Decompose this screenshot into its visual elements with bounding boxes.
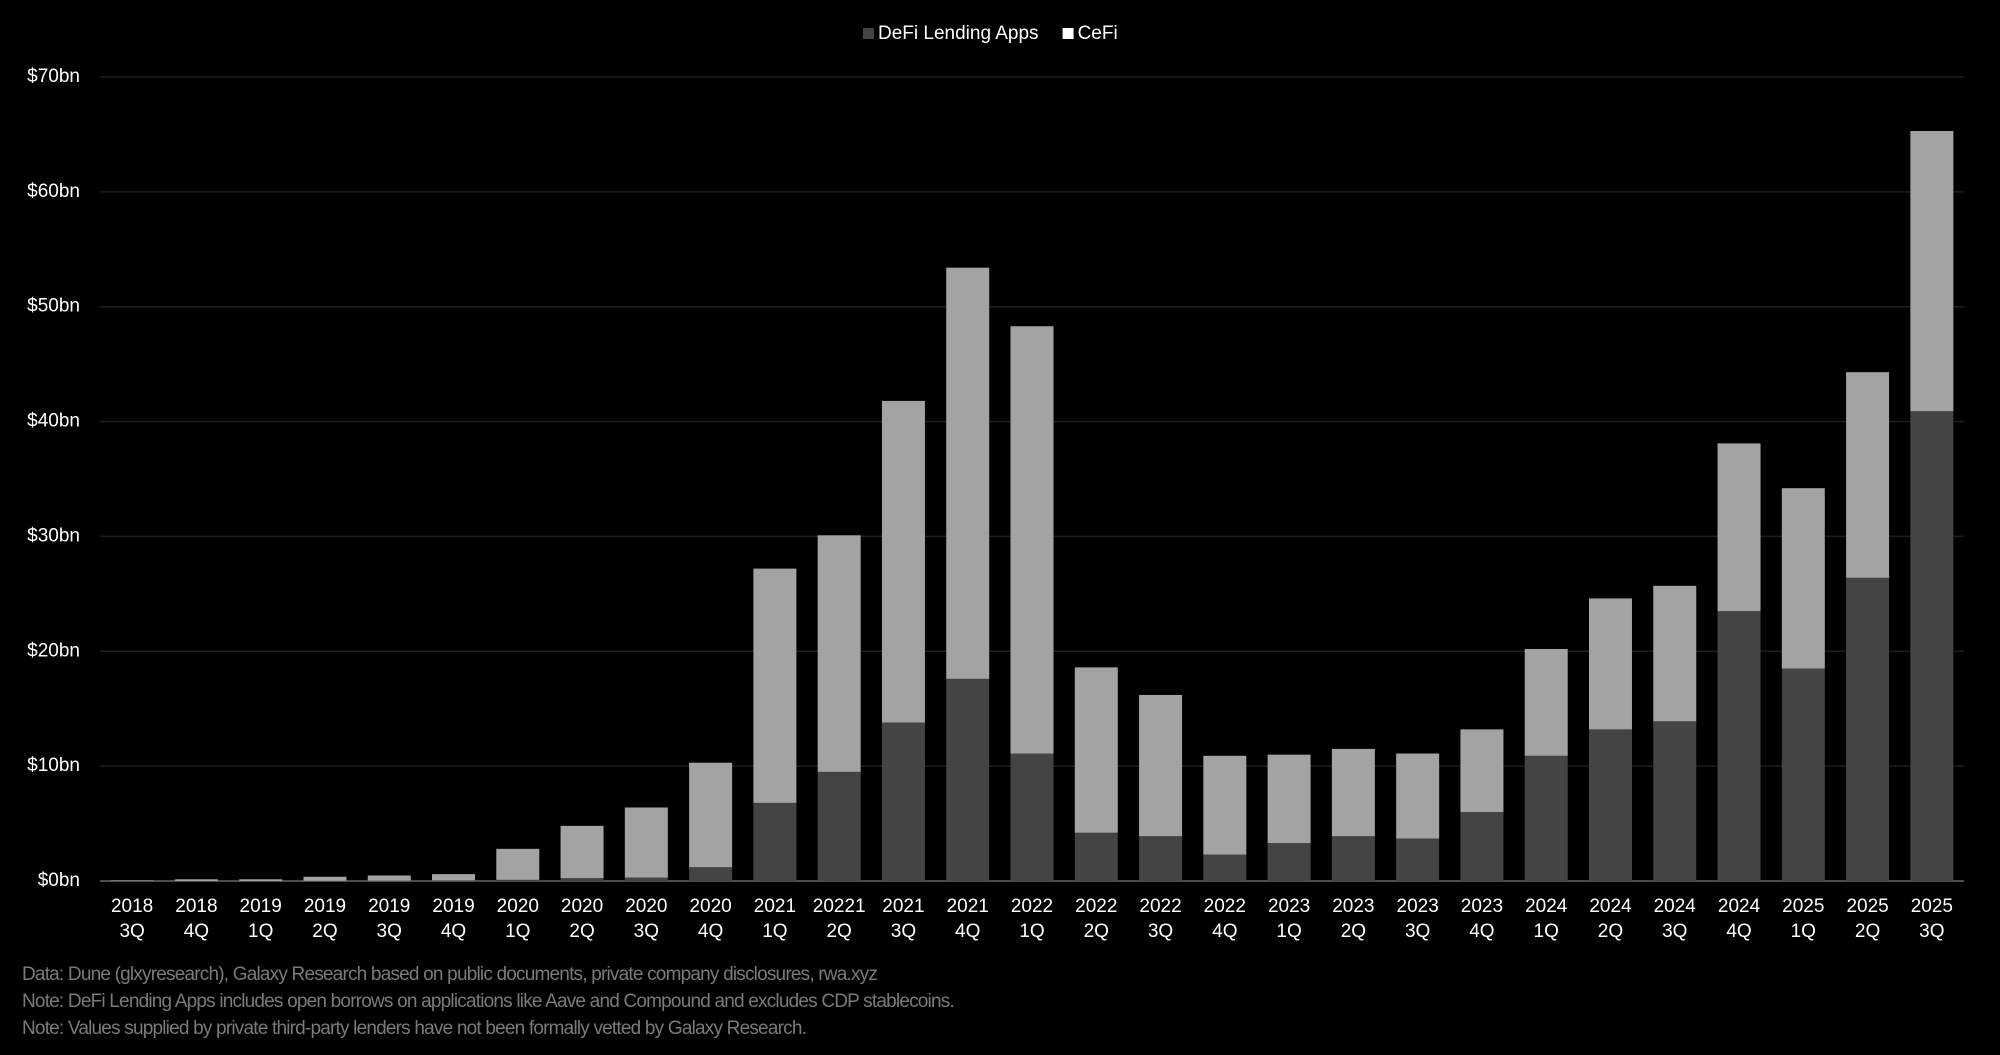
bar-segment bbox=[1781, 488, 1825, 669]
bar-segment bbox=[1910, 130, 1954, 412]
bar-segment bbox=[1267, 754, 1311, 844]
footnote: Data: Dune (glxyresearch), Galaxy Resear… bbox=[22, 964, 878, 985]
x-tick-label: 2022 1Q bbox=[1010, 896, 1054, 942]
y-tick-label: $20bn bbox=[27, 640, 80, 661]
bar-segment bbox=[881, 400, 925, 723]
bar-segment bbox=[1396, 838, 1440, 881]
bar-segment bbox=[1460, 729, 1504, 813]
bar-segment bbox=[1588, 598, 1632, 730]
bar-segment bbox=[1331, 748, 1375, 837]
x-tick-label: 2019 4Q bbox=[432, 896, 475, 942]
x-tick-label: 2024 3Q bbox=[1653, 896, 1696, 942]
bar-segment bbox=[1139, 836, 1183, 881]
bar-segment bbox=[1910, 411, 1954, 881]
bar-segment bbox=[110, 880, 154, 881]
x-tick-label: 2019 3Q bbox=[368, 896, 411, 942]
bar-segment bbox=[1524, 648, 1568, 756]
x-tick-label: 2020 1Q bbox=[496, 896, 539, 942]
y-tick-label: $30bn bbox=[27, 525, 80, 546]
bar-segment bbox=[1460, 812, 1504, 881]
bar-segment bbox=[1717, 611, 1761, 881]
bar-segment bbox=[560, 825, 604, 879]
bar-segment bbox=[753, 568, 797, 803]
bar-segment bbox=[946, 267, 990, 679]
x-tick-label: 2025 1Q bbox=[1782, 896, 1825, 942]
bar-segment bbox=[1010, 326, 1054, 754]
x-tick-label: 2025 2Q bbox=[1846, 896, 1889, 942]
bar-segment bbox=[174, 879, 218, 881]
y-tick-label: $50bn bbox=[27, 296, 80, 317]
footnote: Note: DeFi Lending Apps includes open bo… bbox=[22, 991, 955, 1012]
bar-segment bbox=[1653, 721, 1697, 881]
bar-segment bbox=[239, 879, 283, 881]
bar-segment bbox=[432, 880, 476, 881]
x-tick-label: 2023 2Q bbox=[1332, 896, 1375, 942]
x-tick-label: 2023 3Q bbox=[1396, 896, 1439, 942]
legend-label: CeFi bbox=[1078, 23, 1118, 44]
x-tick-label: 2025 3Q bbox=[1910, 896, 1953, 942]
x-tick-label: 2024 2Q bbox=[1589, 896, 1632, 942]
bar-segment bbox=[689, 867, 733, 881]
bar-segment bbox=[496, 848, 540, 880]
x-tick-label: 2020 3Q bbox=[625, 896, 668, 942]
bar-segment bbox=[624, 807, 668, 878]
bar-segment bbox=[881, 722, 925, 881]
bar-segment bbox=[1846, 372, 1890, 578]
bar-segment bbox=[817, 771, 861, 881]
bar-segment bbox=[1588, 729, 1632, 881]
x-tick-label: 2019 2Q bbox=[303, 896, 347, 942]
y-tick-label: $60bn bbox=[27, 181, 80, 202]
bar-segment bbox=[560, 878, 604, 881]
bar-segment bbox=[1074, 832, 1118, 881]
x-tick-label: 2023 1Q bbox=[1267, 896, 1311, 942]
legend-marker bbox=[863, 28, 874, 39]
x-tick-label: 2022 2Q bbox=[1075, 896, 1118, 942]
bar-segment bbox=[303, 876, 347, 881]
y-tick-label: $10bn bbox=[27, 755, 80, 776]
bar-segment bbox=[1331, 836, 1375, 881]
bar-segment bbox=[624, 877, 668, 881]
x-tick-label: 2023 4Q bbox=[1460, 896, 1504, 942]
bar-segment bbox=[753, 802, 797, 881]
bar-segment bbox=[817, 535, 861, 772]
y-tick-label: $0bn bbox=[38, 870, 80, 891]
x-tick-label: 2020 4Q bbox=[689, 896, 732, 942]
y-tick-label: $40bn bbox=[27, 411, 80, 432]
x-tick-label: 2021 3Q bbox=[882, 896, 925, 942]
x-tick-label: 2021 1Q bbox=[753, 896, 797, 942]
x-tick-label: 2021 4Q bbox=[946, 896, 989, 942]
bar-segment bbox=[1653, 585, 1697, 722]
bar-segment bbox=[1203, 854, 1247, 881]
bar-segment bbox=[1203, 755, 1247, 855]
x-tick-label: 2022 4Q bbox=[1203, 896, 1246, 942]
bar-segment bbox=[432, 874, 476, 881]
footnote: Note: Values supplied by private third-p… bbox=[22, 1018, 807, 1039]
x-tick-label: 2018 4Q bbox=[175, 896, 218, 942]
bar-segment bbox=[1781, 668, 1825, 881]
x-tick-label: 2024 1Q bbox=[1525, 896, 1568, 942]
bar-segment bbox=[1139, 694, 1183, 837]
bar-segment bbox=[367, 875, 411, 881]
bar-segment bbox=[946, 678, 990, 881]
bar-segment bbox=[1396, 753, 1440, 839]
bar-segment bbox=[1524, 755, 1568, 881]
x-tick-label: 2024 4Q bbox=[1717, 896, 1761, 942]
x-tick-label: 2019 1Q bbox=[239, 896, 282, 942]
x-tick-label: 2022 3Q bbox=[1139, 896, 1182, 942]
bar-segment bbox=[496, 879, 540, 881]
bar-segment bbox=[1846, 577, 1890, 881]
x-tick-label: 2020 2Q bbox=[560, 896, 604, 942]
x-tick-label: 2018 3Q bbox=[110, 896, 154, 942]
bar-segment bbox=[1267, 843, 1311, 881]
bar-segment bbox=[1074, 667, 1118, 833]
bar-segment bbox=[689, 762, 733, 868]
bar-segment bbox=[1010, 753, 1054, 881]
x-tick-label: 20221 2Q bbox=[812, 896, 866, 942]
legend-label: DeFi Lending Apps bbox=[878, 23, 1039, 44]
legend-marker bbox=[1062, 28, 1074, 39]
bar-segment bbox=[1717, 443, 1761, 612]
y-tick-label: $70bn bbox=[27, 66, 80, 87]
